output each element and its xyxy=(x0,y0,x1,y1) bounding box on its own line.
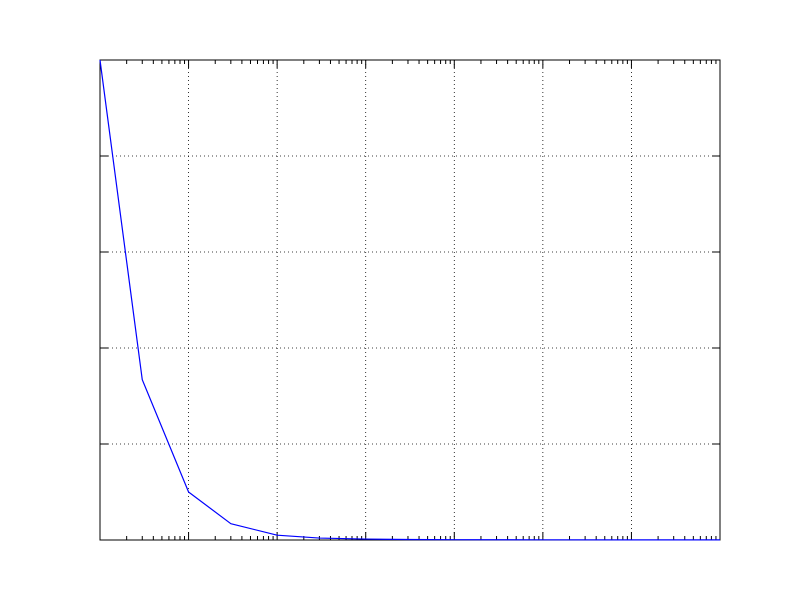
series-line-0 xyxy=(99,59,720,541)
plot-frame xyxy=(99,59,721,541)
